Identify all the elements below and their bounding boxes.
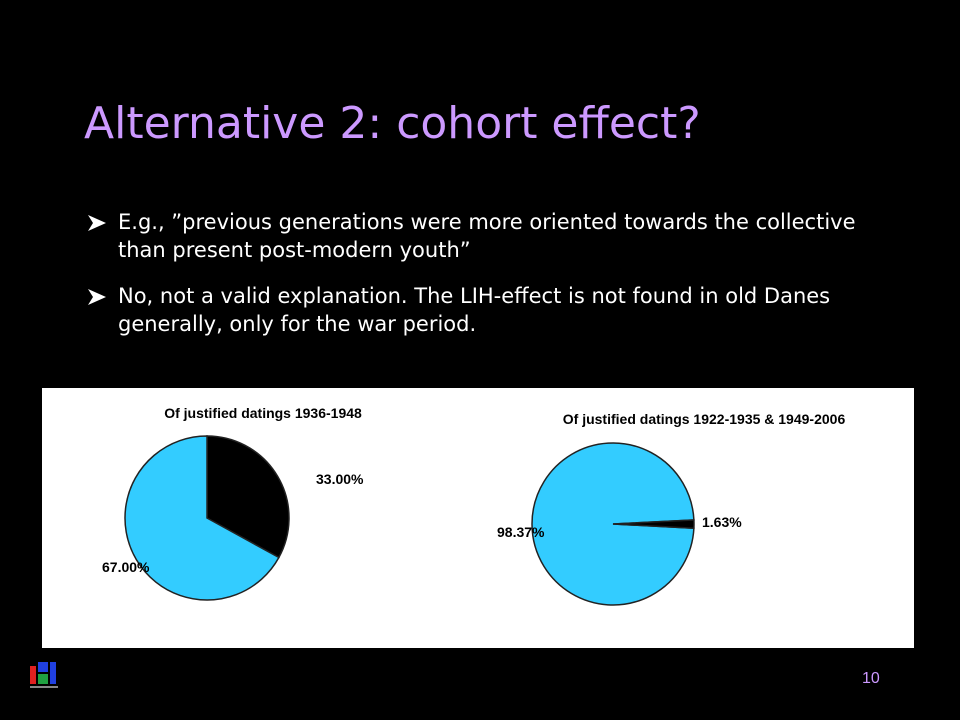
- bullet: No, not a valid explanation. The LIH-eff…: [88, 282, 888, 338]
- pie-slice: [124, 435, 280, 601]
- pie-slice: [612, 519, 695, 530]
- data-label: 1.63%: [702, 514, 742, 530]
- chart-panel: Of justified datings 1936-1948 33.00% 67.0…: [42, 388, 914, 648]
- pie-slice: [206, 435, 290, 559]
- bullet-arrow: [88, 289, 106, 305]
- bullet: E.g., ”previous generations were more or…: [88, 208, 888, 264]
- data-label: 67.00%: [102, 559, 150, 575]
- chart-title: Of justified datings 1922-1935 & 1949-20…: [563, 411, 846, 427]
- data-label: 98.37%: [497, 524, 545, 540]
- page-number: 10: [862, 670, 880, 687]
- chart-title: Of justified datings 1936-1948: [164, 405, 362, 421]
- bullet-text: No, not a valid explanation. The LIH-eff…: [118, 284, 831, 336]
- logo: [30, 662, 58, 688]
- slide-title: Alternative 2: cohort effect?: [84, 98, 701, 149]
- bullet-text: E.g., ”previous generations were more or…: [118, 210, 856, 262]
- data-label: 33.00%: [316, 471, 364, 487]
- bullet-arrow: [88, 215, 106, 231]
